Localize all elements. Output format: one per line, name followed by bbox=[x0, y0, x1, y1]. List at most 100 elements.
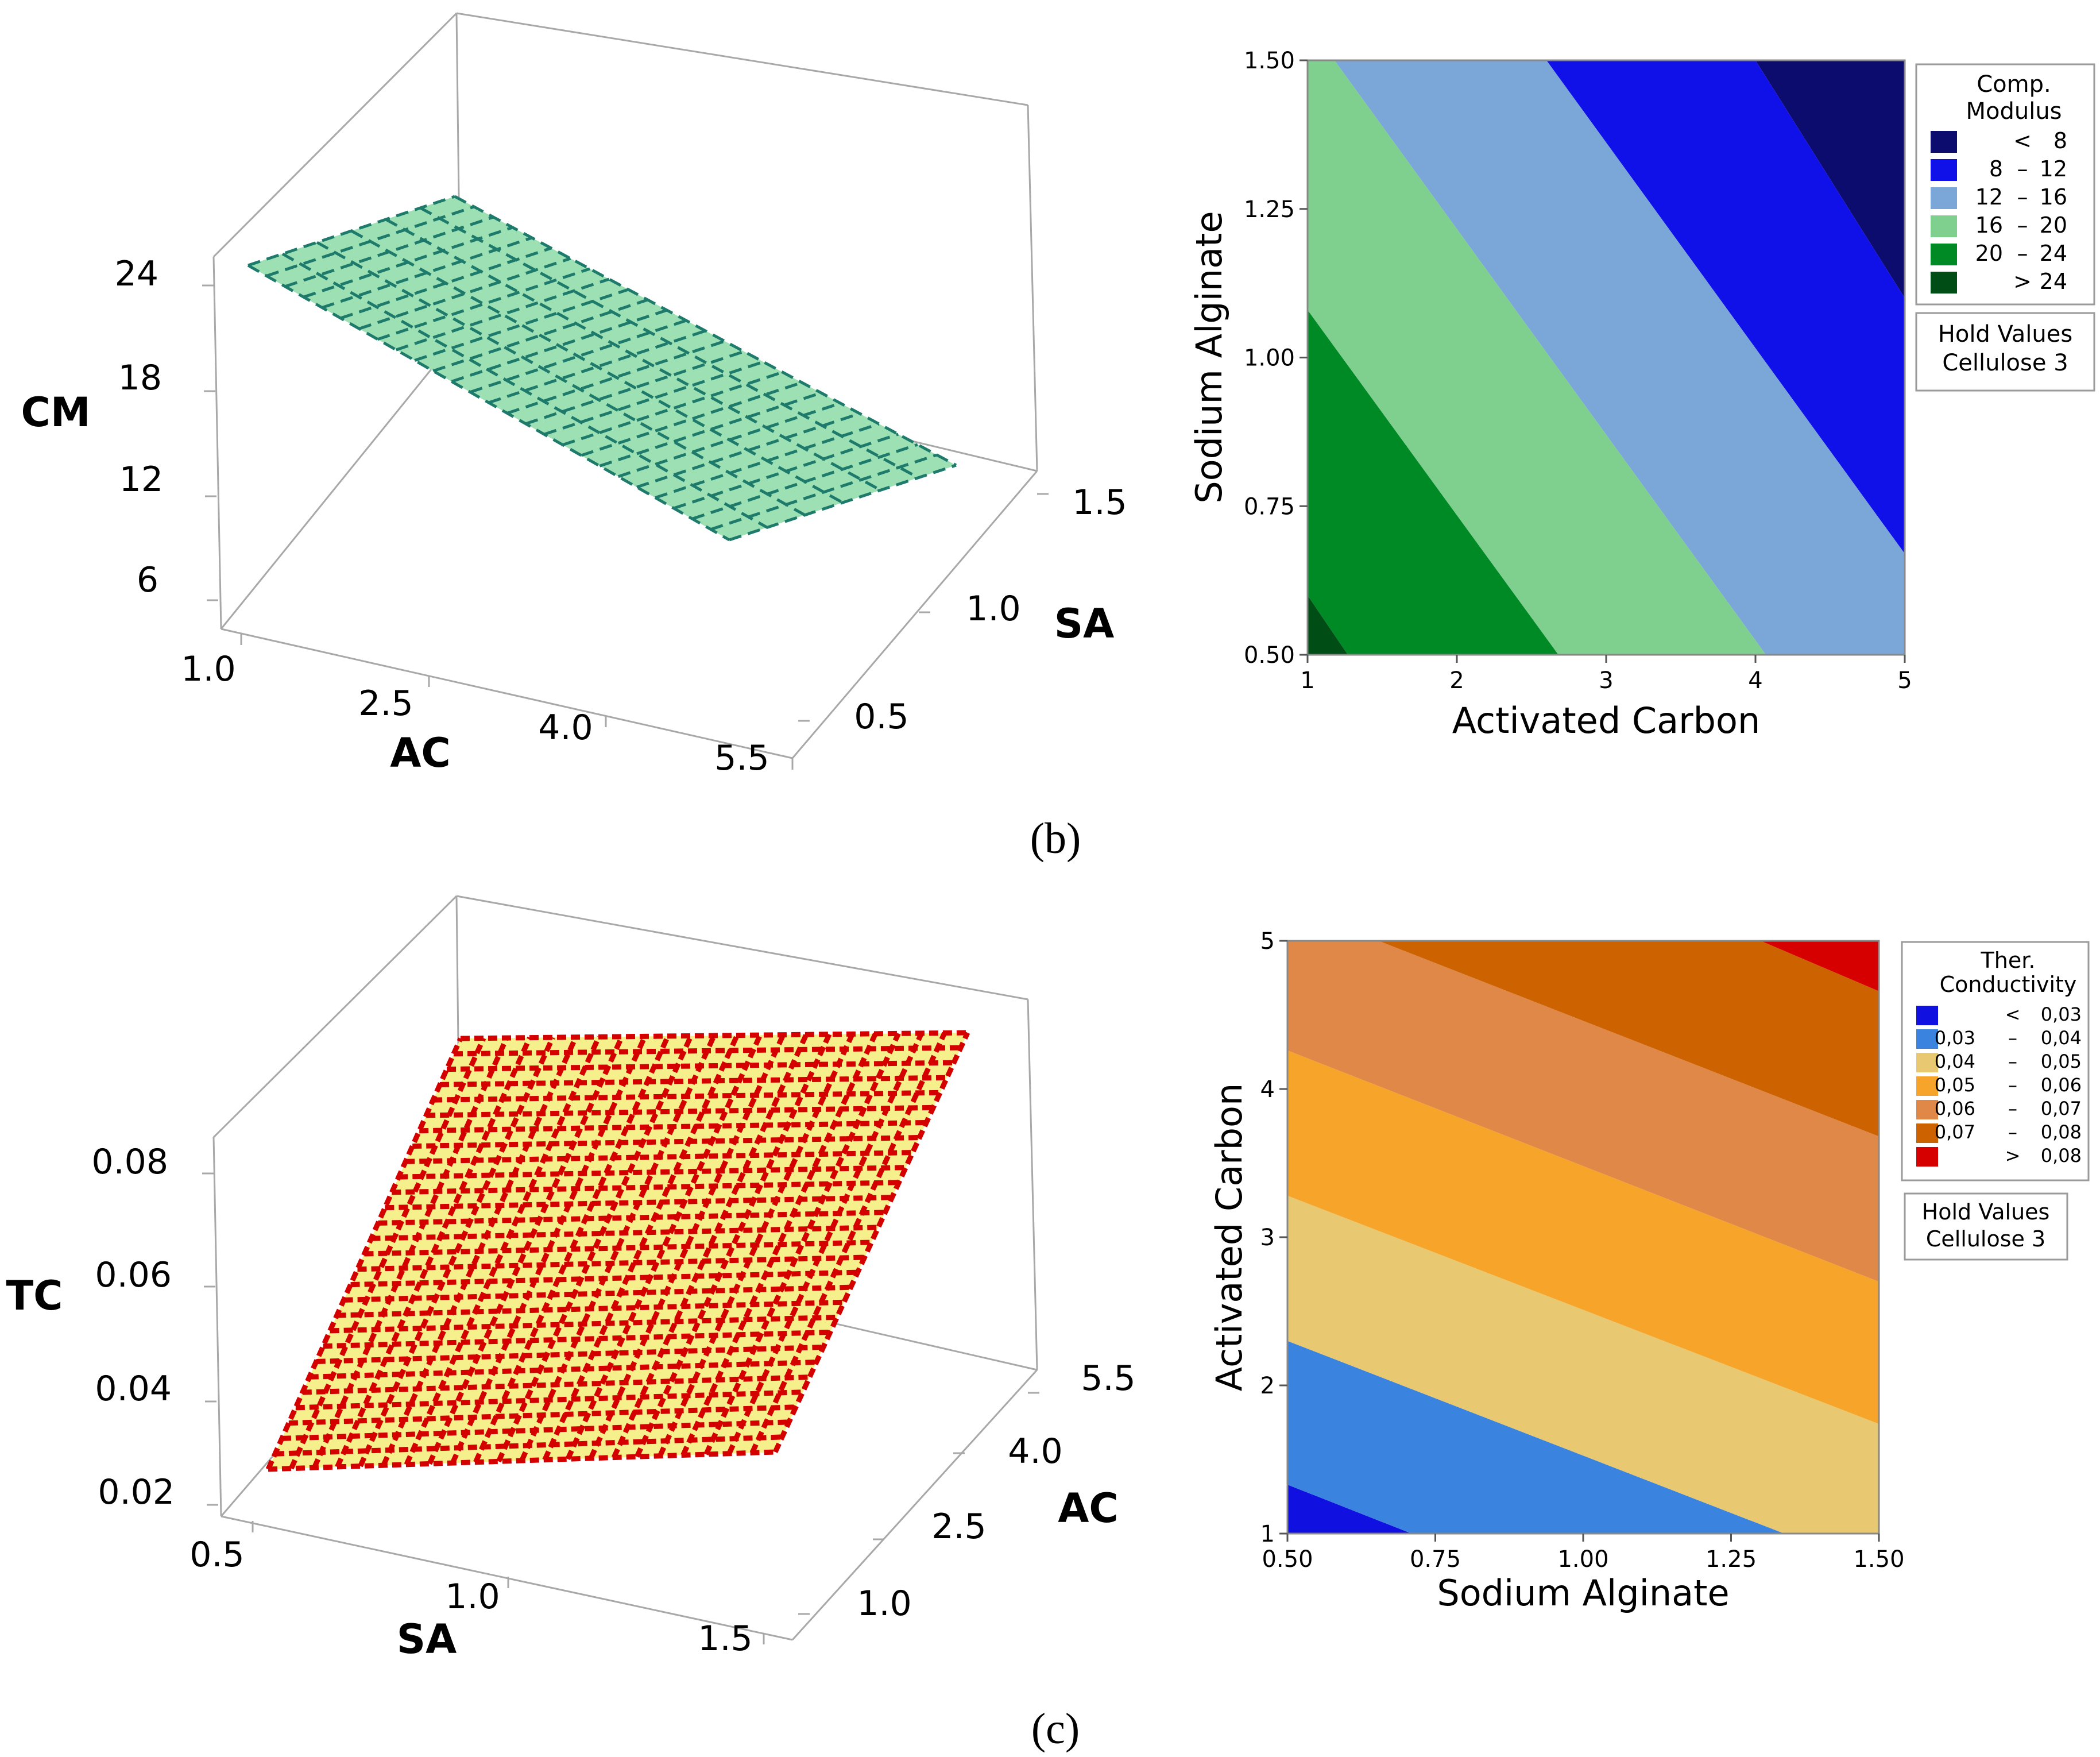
surface-mesh-line bbox=[330, 1314, 837, 1334]
x-tick-label: 3 bbox=[1599, 667, 1613, 694]
panel-b-legend-title: Modulus bbox=[1966, 98, 2062, 125]
contour-region bbox=[1287, 1484, 1412, 1534]
surface-mesh-line bbox=[460, 1030, 968, 1041]
y-tick-label: 0.50 bbox=[1244, 642, 1295, 669]
surface-mesh-line bbox=[726, 1032, 924, 1455]
panel-c-x-label: SA bbox=[397, 1616, 457, 1663]
contour-region bbox=[1308, 595, 1348, 655]
legend-op: – bbox=[2008, 1027, 2017, 1049]
panel-c-tick-marks bbox=[202, 1172, 1039, 1644]
legend-high: 0,07 bbox=[2041, 1098, 2082, 1119]
legend-high: 16 bbox=[2040, 184, 2067, 210]
legend-high: 0,03 bbox=[2041, 1003, 2082, 1025]
surface-mesh-line bbox=[364, 1239, 872, 1257]
contour-region bbox=[1287, 1050, 1879, 1424]
panel-b-x-tick: 5.5 bbox=[714, 738, 769, 778]
panel-c-legend-title: Conductivity bbox=[1940, 972, 2077, 997]
panel-c-hold-box bbox=[1904, 1192, 2068, 1261]
surface-mesh-line bbox=[247, 264, 730, 542]
legend-swatch bbox=[1931, 159, 1957, 181]
surface-mesh-line bbox=[295, 1389, 803, 1411]
legend-op: – bbox=[2008, 1074, 2017, 1096]
surface-mesh-line bbox=[281, 252, 768, 529]
surface-mesh-line bbox=[658, 1033, 855, 1457]
legend-high: 0,06 bbox=[2041, 1074, 2082, 1096]
legend-swatch bbox=[1916, 1123, 1938, 1143]
panel-c-legend-entries: <0,03 0,03 – 0,04 0,04 – 0,05 0,05 – 0,06 0,06 – 0,0… bbox=[1916, 1003, 2082, 1167]
legend-high: 12 bbox=[2040, 156, 2067, 182]
legend-low: 0,03 bbox=[1935, 1027, 1975, 1049]
surface-mesh-line bbox=[357, 1254, 865, 1272]
y-tick-label: 1 bbox=[1260, 1521, 1275, 1547]
legend-high: 8 bbox=[2053, 128, 2067, 153]
panel-b-z-tick: 18 bbox=[118, 358, 162, 398]
legend-swatch bbox=[1916, 1100, 1938, 1119]
legend-high: 24 bbox=[2040, 241, 2067, 266]
x-tick-label: 4 bbox=[1748, 667, 1762, 694]
legend-low: 0,07 bbox=[1935, 1121, 1975, 1143]
surface-mesh-line bbox=[323, 1329, 830, 1349]
panel-b-hold-title: Hold Values bbox=[1938, 321, 2072, 347]
panel-c-x-tick: 1.0 bbox=[445, 1577, 500, 1617]
surface-mesh-line bbox=[772, 1032, 970, 1453]
panel-b-z-tick: 12 bbox=[119, 459, 163, 500]
contour-region bbox=[1334, 60, 1905, 655]
legend-swatch bbox=[1931, 244, 1957, 265]
surface-mesh-line bbox=[399, 1165, 906, 1180]
panel-c-contour-ylabel: Activated Carbon bbox=[1208, 1083, 1250, 1392]
legend-swatch bbox=[1916, 1076, 1938, 1096]
legend-low: 8 bbox=[1989, 156, 2003, 182]
surface-mesh-line bbox=[473, 1035, 671, 1463]
surface-mesh-line bbox=[426, 1105, 934, 1118]
surface-mesh-line bbox=[377, 267, 590, 341]
panel-b-y-tick: 1.5 bbox=[1072, 482, 1127, 523]
x-tick-label: 1.00 bbox=[1557, 1546, 1608, 1573]
legend-swatch bbox=[1916, 1006, 1938, 1025]
surface-mesh-line bbox=[289, 1037, 486, 1470]
surface-mesh-line bbox=[396, 277, 610, 352]
legend-swatch bbox=[1931, 187, 1957, 209]
surface-mesh-line bbox=[312, 1037, 509, 1469]
panel-b-z-tick: 6 bbox=[137, 560, 158, 600]
contour-region bbox=[1378, 941, 1879, 1137]
panel-b-hold-value: Cellulose 3 bbox=[1942, 350, 2068, 376]
panel-c-z-tick: 0.04 bbox=[95, 1369, 172, 1409]
legend-swatch bbox=[1916, 1147, 1938, 1167]
surface-mesh-line bbox=[265, 1037, 463, 1470]
panel-c-z-label: TC bbox=[6, 1272, 63, 1319]
panel-b-surface3d: 24 18 12 6 1.0 2.5 4.0 5.5 0.5 1.0 1.5 C… bbox=[21, 12, 1127, 778]
panel-c-hold-title: Hold Values bbox=[1922, 1199, 2050, 1225]
panel-c-surface-mesh bbox=[265, 1030, 970, 1472]
y-tick-label: 3 bbox=[1260, 1225, 1275, 1251]
legend-op: – bbox=[2017, 184, 2028, 210]
panel-c-y-tick: 2.5 bbox=[931, 1507, 986, 1547]
legend-swatch bbox=[1931, 215, 1957, 237]
panel-c-hold-value: Cellulose 3 bbox=[1926, 1226, 2045, 1252]
panel-c-y-tick: 4.0 bbox=[1008, 1431, 1062, 1472]
panel-b-contour-xlabel: Activated Carbon bbox=[1452, 700, 1761, 742]
legend-op: > bbox=[2005, 1145, 2021, 1167]
panel-b-z-tick: 24 bbox=[115, 254, 158, 294]
panel-b-y-tick: 1.0 bbox=[966, 589, 1020, 629]
contour-region bbox=[1761, 941, 1879, 991]
y-tick-label: 1.25 bbox=[1244, 196, 1295, 223]
surface-mesh-line bbox=[392, 1180, 899, 1195]
surface-mesh-line bbox=[496, 1034, 694, 1463]
panel-c-caption: (c) bbox=[1031, 1705, 1080, 1753]
surface-mesh-line bbox=[381, 1036, 578, 1467]
contour-region bbox=[1308, 310, 1558, 655]
panel-b-x-label: AC bbox=[390, 729, 451, 777]
panel-b-x-tick: 4.0 bbox=[538, 708, 593, 748]
surface-mesh-line bbox=[358, 257, 571, 330]
surface-mesh-line bbox=[703, 1032, 901, 1455]
surface-mesh-line bbox=[335, 1036, 532, 1468]
legend-swatch bbox=[1931, 131, 1957, 153]
surface-mesh-line bbox=[316, 241, 806, 516]
surface-mesh-line bbox=[749, 1032, 947, 1454]
surface-mesh-line bbox=[680, 1032, 878, 1457]
surface-mesh-line bbox=[565, 1034, 763, 1461]
surface-mesh-line bbox=[385, 218, 881, 492]
panel-b-contour-regions bbox=[1308, 60, 1905, 655]
